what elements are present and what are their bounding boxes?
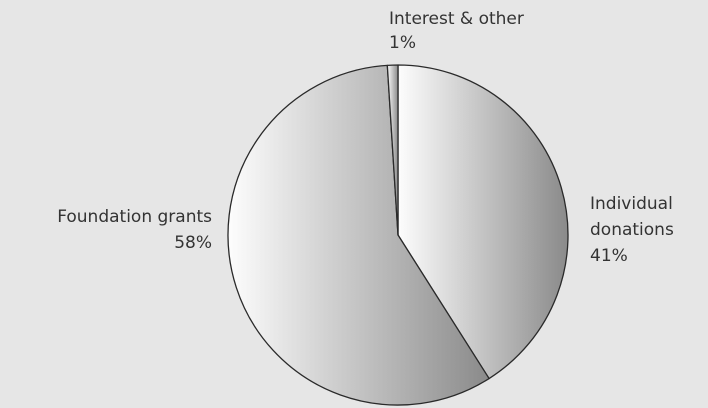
pie-label-interest-and-other-percent: 1% [389, 33, 416, 53]
pie-label-individual-donations-name: donations [590, 220, 674, 240]
pie-label-individual-donations-name: Individual [590, 194, 673, 214]
pie-slices [227, 64, 569, 406]
pie-slice-foundation-grants [227, 64, 490, 406]
pie-label-interest-and-other-name: Interest & other [389, 9, 524, 29]
pie-label-foundation-grants-percent: 58% [174, 233, 212, 253]
pie-label-foundation-grants-name: Foundation grants [57, 207, 212, 227]
pie-slice-individual-donations [397, 64, 569, 380]
pie-labels: Individual donations 41% Foundation grants 5… [57, 9, 674, 266]
pie-label-individual-donations-percent: 41% [590, 246, 628, 266]
pie-slice-interest-and-other [386, 64, 399, 236]
